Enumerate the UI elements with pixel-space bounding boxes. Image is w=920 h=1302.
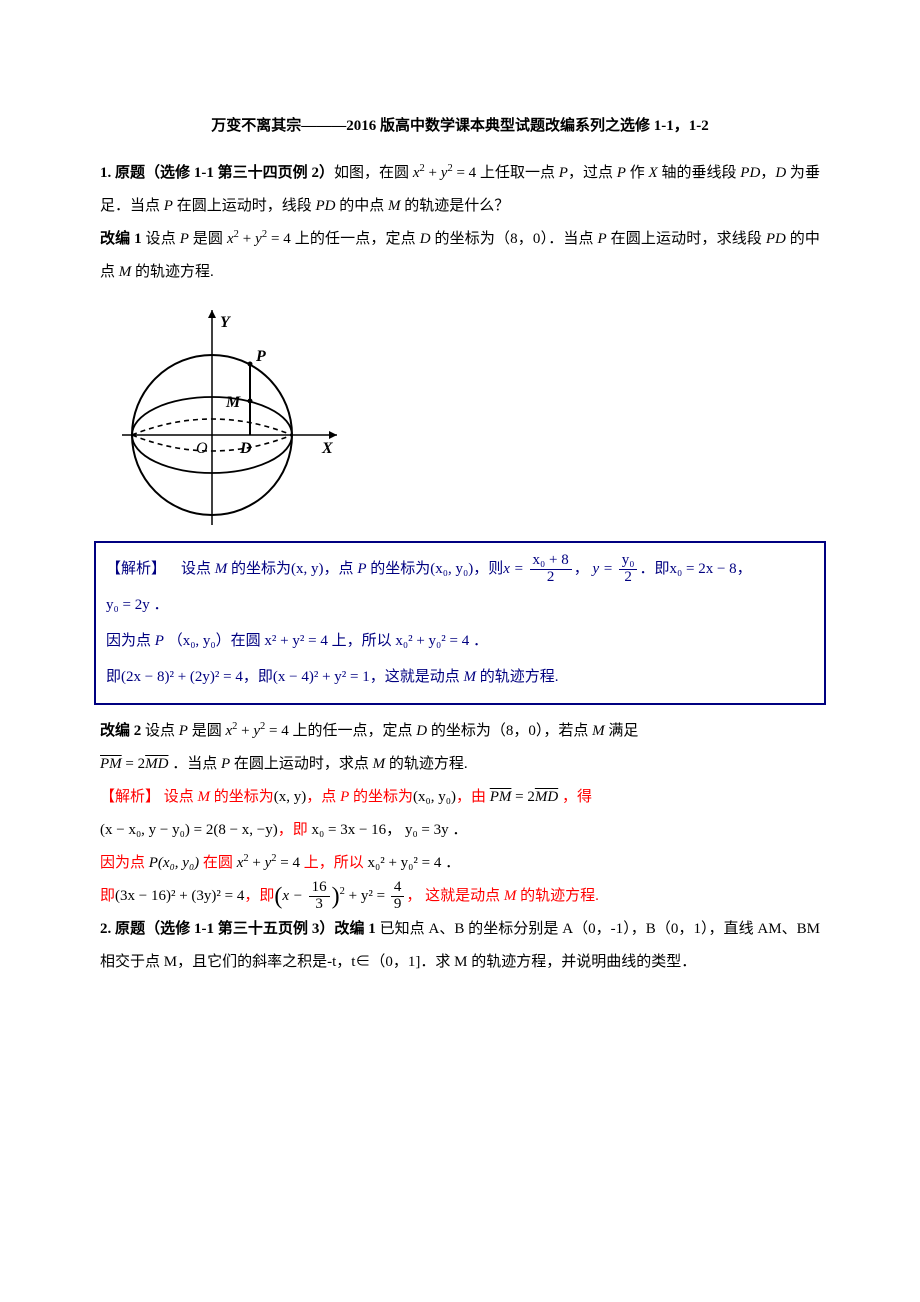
problem-2: 2. 原题（选修 1-1 第三十五页例 3）改编 1 已知点 A、B 的坐标分别… xyxy=(100,913,820,979)
label-x: X xyxy=(321,440,333,457)
label-p: P xyxy=(255,348,266,365)
problem-1-variant-1: 改编 1 设点 P 是圆 x2 + y2 = 4 上的任一点，定点 D 的坐标为… xyxy=(100,223,820,289)
solution-2-line2: (x − x₀, y − y₀) = 2(8 − x, −y)，即 x₀ = 3… xyxy=(100,814,820,847)
label-m: M xyxy=(225,394,241,411)
label-y: Y xyxy=(220,314,231,331)
solution-2-line3: 因为点 P(x₀, y₀) 在圆 x2 + y2 = 4 上，所以 x₀² + … xyxy=(100,847,820,880)
diagram-circle: Y X O P M D xyxy=(112,295,352,535)
solution-2-line4: 即(3x − 16)² + (3y)² = 4，即(x − 163)2 + y²… xyxy=(100,880,820,913)
page-title: 万变不离其宗———2016 版高中数学课本典型试题改编系列之选修 1-1，1-2 xyxy=(100,110,820,143)
label-d: D xyxy=(239,440,252,457)
label-o: O xyxy=(196,440,208,457)
solution-1-box: 【解析】 设点 M 的坐标为(x, y)，点 P 的坐标为(x₀, y₀)，则x… xyxy=(94,541,826,705)
problem-1-variant-2b: PM = 2MD ．当点 P 在圆上运动时，求点 M 的轨迹方程. xyxy=(100,748,820,781)
problem-1-variant-2: 改编 2 设点 P 是圆 x2 + y2 = 4 上的任一点，定点 D 的坐标为… xyxy=(100,715,820,748)
solution-2-line1: 【解析】 设点 M 的坐标为(x, y)，点 P 的坐标为(x₀, y₀)，由 … xyxy=(100,781,820,814)
problem-1-original: 1. 原题（选修 1-1 第三十四页例 2）如图，在圆 x2 + y2 = 4 … xyxy=(100,157,820,223)
